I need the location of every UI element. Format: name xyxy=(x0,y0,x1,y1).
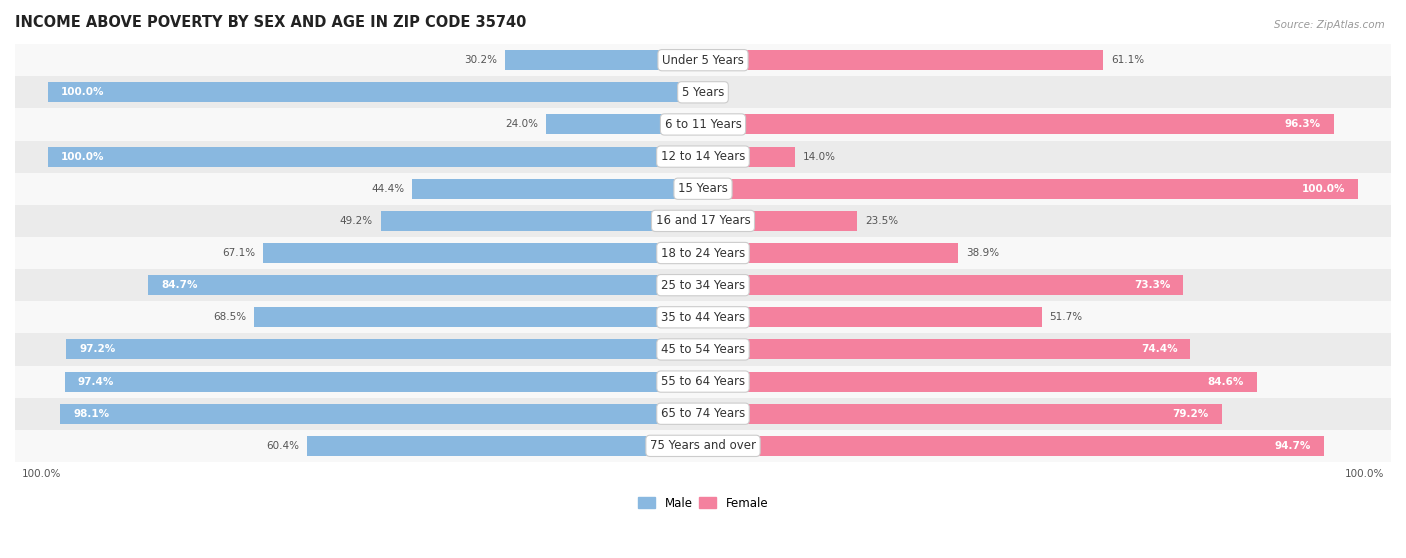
Text: Under 5 Years: Under 5 Years xyxy=(662,54,744,66)
Text: 74.4%: 74.4% xyxy=(1140,344,1177,354)
Legend: Male, Female: Male, Female xyxy=(633,492,773,514)
Text: 6 to 11 Years: 6 to 11 Years xyxy=(665,118,741,131)
Bar xyxy=(15,172,1391,205)
Bar xyxy=(703,114,1334,134)
Bar xyxy=(703,211,858,231)
Bar xyxy=(703,372,1257,392)
Text: 94.7%: 94.7% xyxy=(1274,441,1310,451)
Text: 60.4%: 60.4% xyxy=(266,441,299,451)
Text: 55 to 64 Years: 55 to 64 Years xyxy=(661,375,745,388)
Bar xyxy=(703,307,1042,327)
Text: 100.0%: 100.0% xyxy=(1346,469,1385,479)
Text: 30.2%: 30.2% xyxy=(464,55,498,65)
Text: 75 Years and over: 75 Years and over xyxy=(650,439,756,453)
Bar xyxy=(15,430,1391,462)
Bar xyxy=(412,179,703,199)
Text: 51.7%: 51.7% xyxy=(1050,312,1083,323)
Bar xyxy=(60,404,703,424)
Text: 15 Years: 15 Years xyxy=(678,182,728,195)
Bar xyxy=(48,147,703,166)
Text: 100.0%: 100.0% xyxy=(60,152,104,162)
Bar xyxy=(15,76,1391,108)
Text: 73.3%: 73.3% xyxy=(1133,280,1170,290)
Text: 25 to 34 Years: 25 to 34 Years xyxy=(661,278,745,292)
Bar xyxy=(15,269,1391,301)
Bar xyxy=(15,333,1391,365)
Bar xyxy=(703,147,794,166)
Text: 18 to 24 Years: 18 to 24 Years xyxy=(661,247,745,259)
Bar xyxy=(15,108,1391,141)
Text: 14.0%: 14.0% xyxy=(803,152,835,162)
Bar xyxy=(308,436,703,456)
Text: 61.1%: 61.1% xyxy=(1111,55,1144,65)
Bar xyxy=(703,339,1191,359)
Bar xyxy=(703,404,1222,424)
Text: INCOME ABOVE POVERTY BY SEX AND AGE IN ZIP CODE 35740: INCOME ABOVE POVERTY BY SEX AND AGE IN Z… xyxy=(15,15,526,30)
Bar xyxy=(65,372,703,392)
Bar xyxy=(15,237,1391,269)
Bar xyxy=(381,211,703,231)
Bar xyxy=(15,365,1391,398)
Bar xyxy=(254,307,703,327)
Bar xyxy=(15,301,1391,333)
Text: 100.0%: 100.0% xyxy=(1302,184,1346,194)
Text: 49.2%: 49.2% xyxy=(340,216,373,226)
Text: 98.1%: 98.1% xyxy=(73,408,110,418)
Text: 84.6%: 84.6% xyxy=(1208,377,1244,387)
Bar xyxy=(703,243,957,263)
Bar xyxy=(15,205,1391,237)
Bar xyxy=(148,275,703,295)
Text: 67.1%: 67.1% xyxy=(222,248,256,258)
Text: 97.4%: 97.4% xyxy=(77,377,114,387)
Text: 65 to 74 Years: 65 to 74 Years xyxy=(661,407,745,420)
Text: 24.0%: 24.0% xyxy=(505,119,538,129)
Bar xyxy=(48,83,703,102)
Text: 79.2%: 79.2% xyxy=(1173,408,1209,418)
Bar xyxy=(546,114,703,134)
Text: 96.3%: 96.3% xyxy=(1285,119,1320,129)
Bar xyxy=(703,179,1358,199)
Text: 44.4%: 44.4% xyxy=(371,184,404,194)
Text: 12 to 14 Years: 12 to 14 Years xyxy=(661,150,745,163)
Bar xyxy=(263,243,703,263)
Bar xyxy=(15,398,1391,430)
Text: 38.9%: 38.9% xyxy=(966,248,998,258)
Bar xyxy=(703,275,1184,295)
Text: 23.5%: 23.5% xyxy=(865,216,898,226)
Bar xyxy=(15,44,1391,76)
Text: 84.7%: 84.7% xyxy=(162,280,198,290)
Text: 45 to 54 Years: 45 to 54 Years xyxy=(661,343,745,356)
Text: 35 to 44 Years: 35 to 44 Years xyxy=(661,311,745,324)
Text: 16 and 17 Years: 16 and 17 Years xyxy=(655,214,751,227)
Bar xyxy=(15,141,1391,172)
Bar xyxy=(703,50,1104,70)
Text: 5 Years: 5 Years xyxy=(682,86,724,99)
Text: 68.5%: 68.5% xyxy=(214,312,246,323)
Bar xyxy=(505,50,703,70)
Text: 100.0%: 100.0% xyxy=(60,87,104,97)
Text: 97.2%: 97.2% xyxy=(79,344,115,354)
Text: Source: ZipAtlas.com: Source: ZipAtlas.com xyxy=(1274,20,1385,30)
Bar xyxy=(703,436,1323,456)
Bar xyxy=(66,339,703,359)
Text: 100.0%: 100.0% xyxy=(21,469,60,479)
